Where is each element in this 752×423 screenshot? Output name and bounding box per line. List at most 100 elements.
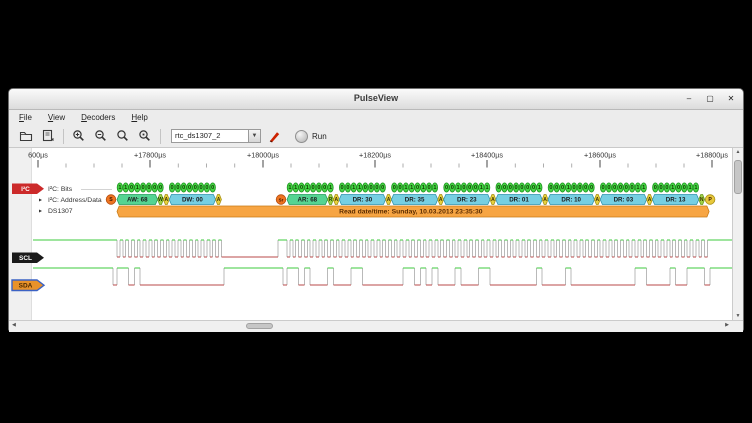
bit-value: 0 (532, 185, 535, 191)
titlebar[interactable]: PulseView – ▢ ✕ (9, 89, 743, 110)
trace-gutter (9, 148, 31, 320)
bit-value: 0 (665, 185, 668, 191)
ack-label: A (387, 197, 391, 203)
bit-value: 0 (474, 185, 477, 191)
expand-icon[interactable]: ▸ (39, 198, 42, 204)
i2c-decoder-tag-label: I²C (21, 186, 30, 193)
toolbar-separator (160, 129, 161, 144)
bit-value: 1 (329, 185, 332, 191)
zoom-one-to-one-icon[interactable] (136, 127, 154, 145)
bit-value: 0 (561, 185, 564, 191)
bit-value: 0 (393, 185, 396, 191)
rw-bit-label: W (158, 197, 163, 203)
stop-marker-label: P (708, 197, 712, 203)
expand-icon[interactable]: ▸ (39, 209, 42, 215)
bit-value: 0 (555, 185, 558, 191)
bit-value: 1 (486, 185, 489, 191)
bit-value: 0 (364, 185, 367, 191)
ack-label: A (648, 197, 652, 203)
scroll-up-icon[interactable]: ▲ (733, 149, 743, 155)
vertical-scroll-thumb[interactable] (734, 160, 742, 194)
bit-value: 0 (300, 185, 303, 191)
annotation-label: DR: 13 (666, 196, 686, 203)
chevron-down-icon[interactable]: ▼ (248, 129, 261, 143)
bit-value: 1 (636, 185, 639, 191)
bit-value: 1 (642, 185, 645, 191)
bit-value: 1 (118, 185, 121, 191)
bit-value: 0 (142, 185, 145, 191)
bit-value: 0 (416, 185, 419, 191)
annotation-label: DR: 23 (457, 196, 477, 203)
bit-value: 0 (619, 185, 622, 191)
bit-value: 0 (188, 185, 191, 191)
bit-value: 0 (147, 185, 150, 191)
toolbar-separator (63, 129, 64, 144)
bit-value: 0 (445, 185, 448, 191)
maximize-button[interactable]: ▢ (704, 92, 716, 105)
sda-channel-tag[interactable]: SDA (12, 280, 44, 291)
scroll-right-icon[interactable]: ▶ (725, 322, 729, 328)
annotation-label: AR: 68 (297, 196, 317, 203)
decoder-row-ds1307: Read date/time: Sunday, 10.03.2013 23:35… (117, 206, 709, 217)
run-button[interactable]: Run (295, 130, 327, 143)
annotation-label: DW: 00 (182, 196, 203, 203)
bit-value: 1 (480, 185, 483, 191)
bit-value: 0 (428, 185, 431, 191)
pulseview-window: PulseView – ▢ ✕ File View Decoders Help (8, 88, 744, 331)
bit-value: 1 (136, 185, 139, 191)
probe-pen-icon[interactable] (265, 127, 283, 145)
bit-value: 1 (404, 185, 407, 191)
rw-bit-label: R (329, 197, 333, 203)
bit-value: 0 (654, 185, 657, 191)
capture-file-combobox[interactable]: rtc_ds1307_2 ▼ (171, 129, 261, 143)
bit-value: 1 (352, 185, 355, 191)
row-label-address-data: I²C: Address/Data (48, 197, 102, 204)
bit-value: 0 (182, 185, 185, 191)
bit-value: 1 (422, 185, 425, 191)
zoom-fit-icon[interactable] (114, 127, 132, 145)
horizontal-scrollbar[interactable]: ◀ ▶ (9, 320, 743, 332)
menu-item-help[interactable]: Help (131, 113, 147, 122)
bit-value: 0 (607, 185, 610, 191)
ack-label: A (334, 197, 338, 203)
bit-value: 1 (689, 185, 692, 191)
save-as-button[interactable] (39, 127, 57, 145)
window-controls: – ▢ ✕ (683, 92, 737, 105)
ack-label: N (700, 197, 704, 203)
scl-trace-edges (117, 240, 708, 257)
ruler[interactable]: 600µs+17800µs+18000µs+18200µs+18400µs+18… (28, 151, 728, 168)
bit-value: 0 (200, 185, 203, 191)
scroll-left-icon[interactable]: ◀ (12, 322, 16, 328)
bit-value: 0 (341, 185, 344, 191)
bit-value: 0 (312, 185, 315, 191)
vertical-scrollbar[interactable]: ▲ ▼ (732, 148, 743, 320)
zoom-out-icon[interactable] (92, 127, 110, 145)
menu-item-decoders[interactable]: Decoders (81, 113, 115, 122)
sda-channel-tag-label: SDA (19, 282, 33, 289)
ack-label: A (595, 197, 599, 203)
scl-channel-tag[interactable]: SCL (12, 253, 44, 264)
scroll-down-icon[interactable]: ▼ (733, 313, 743, 319)
bit-value: 0 (130, 185, 133, 191)
minimize-button[interactable]: – (683, 92, 695, 105)
bit-value: 0 (346, 185, 349, 191)
menu-item-view[interactable]: View (48, 113, 65, 122)
menu-item-file[interactable]: File (19, 113, 32, 122)
trace-view[interactable]: 600µs+17800µs+18000µs+18200µs+18400µs+18… (9, 148, 743, 320)
run-icon (295, 130, 308, 143)
bit-value: 0 (520, 185, 523, 191)
zoom-in-icon[interactable] (70, 127, 88, 145)
bit-value: 0 (660, 185, 663, 191)
i2c-decoder-tag[interactable]: I²C (12, 184, 44, 195)
bit-value: 0 (573, 185, 576, 191)
open-file-button[interactable] (17, 127, 35, 145)
ruler-label: 600µs (28, 151, 48, 160)
horizontal-scroll-thumb[interactable] (246, 323, 273, 329)
trace-canvas[interactable]: 600µs+17800µs+18000µs+18200µs+18400µs+18… (9, 148, 733, 320)
bit-value: 0 (370, 185, 373, 191)
bit-value: 0 (526, 185, 529, 191)
bit-value: 1 (538, 185, 541, 191)
bit-value: 0 (677, 185, 680, 191)
bit-value: 1 (288, 185, 291, 191)
close-button[interactable]: ✕ (725, 92, 737, 105)
